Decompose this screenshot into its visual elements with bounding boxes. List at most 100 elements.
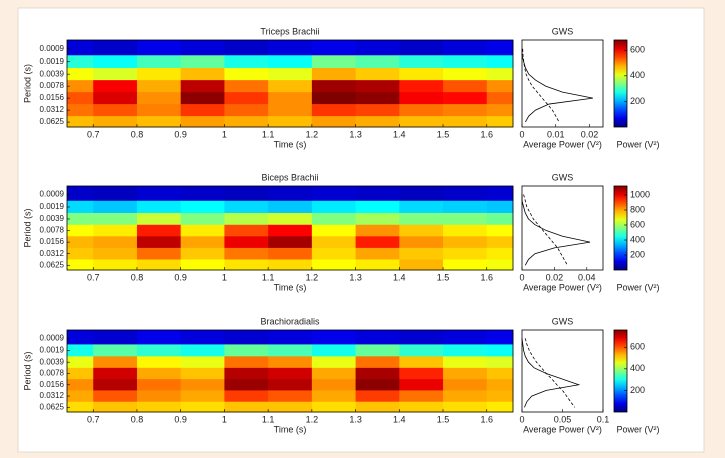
heat-cell	[136, 212, 182, 226]
y-tick-label: 0.0625	[40, 402, 65, 411]
heat-cell	[93, 401, 138, 413]
x-tick-label: 1.3	[349, 272, 362, 282]
heat-cell	[224, 247, 269, 260]
heat-cell	[399, 259, 444, 271]
heat-cell	[93, 236, 138, 249]
heat-cell	[268, 55, 313, 69]
heat-cell	[399, 344, 444, 357]
x-tick-label: 1.4	[393, 414, 406, 424]
y-tick-label: 0.0625	[40, 260, 65, 269]
heat-cell	[180, 80, 225, 93]
heat-cell	[486, 330, 514, 345]
heat-cell	[67, 67, 94, 81]
gws-line	[522, 48, 560, 123]
colorbar	[613, 39, 628, 128]
heat-cell	[93, 344, 138, 357]
heat-cell	[67, 259, 94, 271]
heat-cell	[93, 200, 138, 214]
colorbar	[613, 329, 628, 413]
axes-frame	[66, 329, 514, 413]
heat-cell	[67, 367, 94, 380]
heat-cell	[136, 344, 182, 357]
heat-cell	[136, 390, 182, 403]
colorbar-label: Power (V²)	[616, 282, 659, 292]
heat-cell	[355, 40, 400, 56]
heat-cell	[268, 92, 313, 105]
heat-cell	[443, 40, 488, 56]
y-tick-label: 0.0019	[40, 57, 65, 66]
heat-cell	[443, 247, 488, 260]
heat-cell	[180, 390, 225, 403]
heat-cell	[486, 224, 514, 237]
x-tick-label: 1	[222, 272, 227, 282]
y-tick-label: 0.0625	[40, 117, 65, 126]
y-tick-label: 0.0019	[40, 346, 65, 355]
heat-cell	[355, 186, 400, 202]
heat-cell	[93, 259, 138, 271]
heat-cell	[399, 104, 444, 117]
heat-cell	[443, 55, 488, 69]
chart-title: GWS	[552, 316, 574, 326]
heat-cell	[268, 401, 313, 413]
heat-cell	[399, 80, 444, 93]
heat-cell	[443, 344, 488, 357]
heat-cell	[67, 344, 94, 357]
heat-cell	[486, 236, 514, 249]
x-tick-label: 0.9	[174, 129, 187, 139]
axes-frame	[521, 329, 604, 413]
heat-cell	[311, 67, 357, 81]
heat-cell	[443, 236, 488, 249]
heat-cell	[224, 186, 269, 202]
heat-cell	[67, 186, 94, 202]
y-tick-label: 0.0039	[40, 69, 65, 78]
heat-cell	[93, 55, 138, 69]
heat-cell	[311, 80, 357, 93]
y-tick-label: 0.0156	[40, 380, 65, 389]
heat-cell	[399, 356, 444, 369]
x-tick-label: 1	[222, 129, 227, 139]
heat-cell	[486, 367, 514, 380]
heat-cell	[136, 92, 182, 105]
heat-cell	[311, 212, 357, 226]
y-tick-label: 0.0156	[40, 93, 65, 102]
heat-cell	[486, 379, 514, 391]
heat-cell	[355, 344, 400, 357]
heat-cell	[93, 67, 138, 81]
heat-cell	[136, 356, 182, 369]
chart-title: GWS	[552, 26, 574, 36]
heat-cell	[93, 247, 138, 260]
heat-cell	[311, 55, 357, 69]
heat-cell	[224, 224, 269, 237]
heat-cell	[224, 104, 269, 117]
heat-cell	[136, 40, 182, 56]
heat-cell	[399, 92, 444, 105]
heat-cell	[67, 379, 94, 391]
x-tick-label: 1.2	[306, 129, 319, 139]
heat-cell	[136, 55, 182, 69]
heat-cell	[486, 67, 514, 81]
heat-cell	[268, 236, 313, 249]
x-axis-label: Average Power (V²)	[523, 139, 602, 149]
heat-cell	[311, 259, 357, 271]
heat-cell	[136, 80, 182, 93]
heat-cell	[67, 92, 94, 105]
y-tick-label: 600	[630, 219, 645, 229]
heat-cell	[268, 259, 313, 271]
heat-cell	[486, 344, 514, 357]
heat-cell	[93, 330, 138, 345]
x-tick-label: 1	[222, 414, 227, 424]
heat-cell	[399, 186, 444, 202]
y-tick-label: 0.0009	[40, 44, 65, 53]
heat-cell	[180, 259, 225, 271]
y-tick-label: 600	[630, 45, 645, 55]
heat-cell	[399, 212, 444, 226]
heat-cell	[486, 390, 514, 403]
gws-line	[524, 338, 575, 408]
x-tick-label: 0.1	[597, 414, 610, 424]
heat-cell	[180, 186, 225, 202]
heat-cell	[180, 55, 225, 69]
heat-cell	[399, 330, 444, 345]
heat-cell	[224, 330, 269, 345]
x-tick-label: 0.7	[87, 129, 100, 139]
y-tick-label: 0.0312	[40, 249, 65, 258]
